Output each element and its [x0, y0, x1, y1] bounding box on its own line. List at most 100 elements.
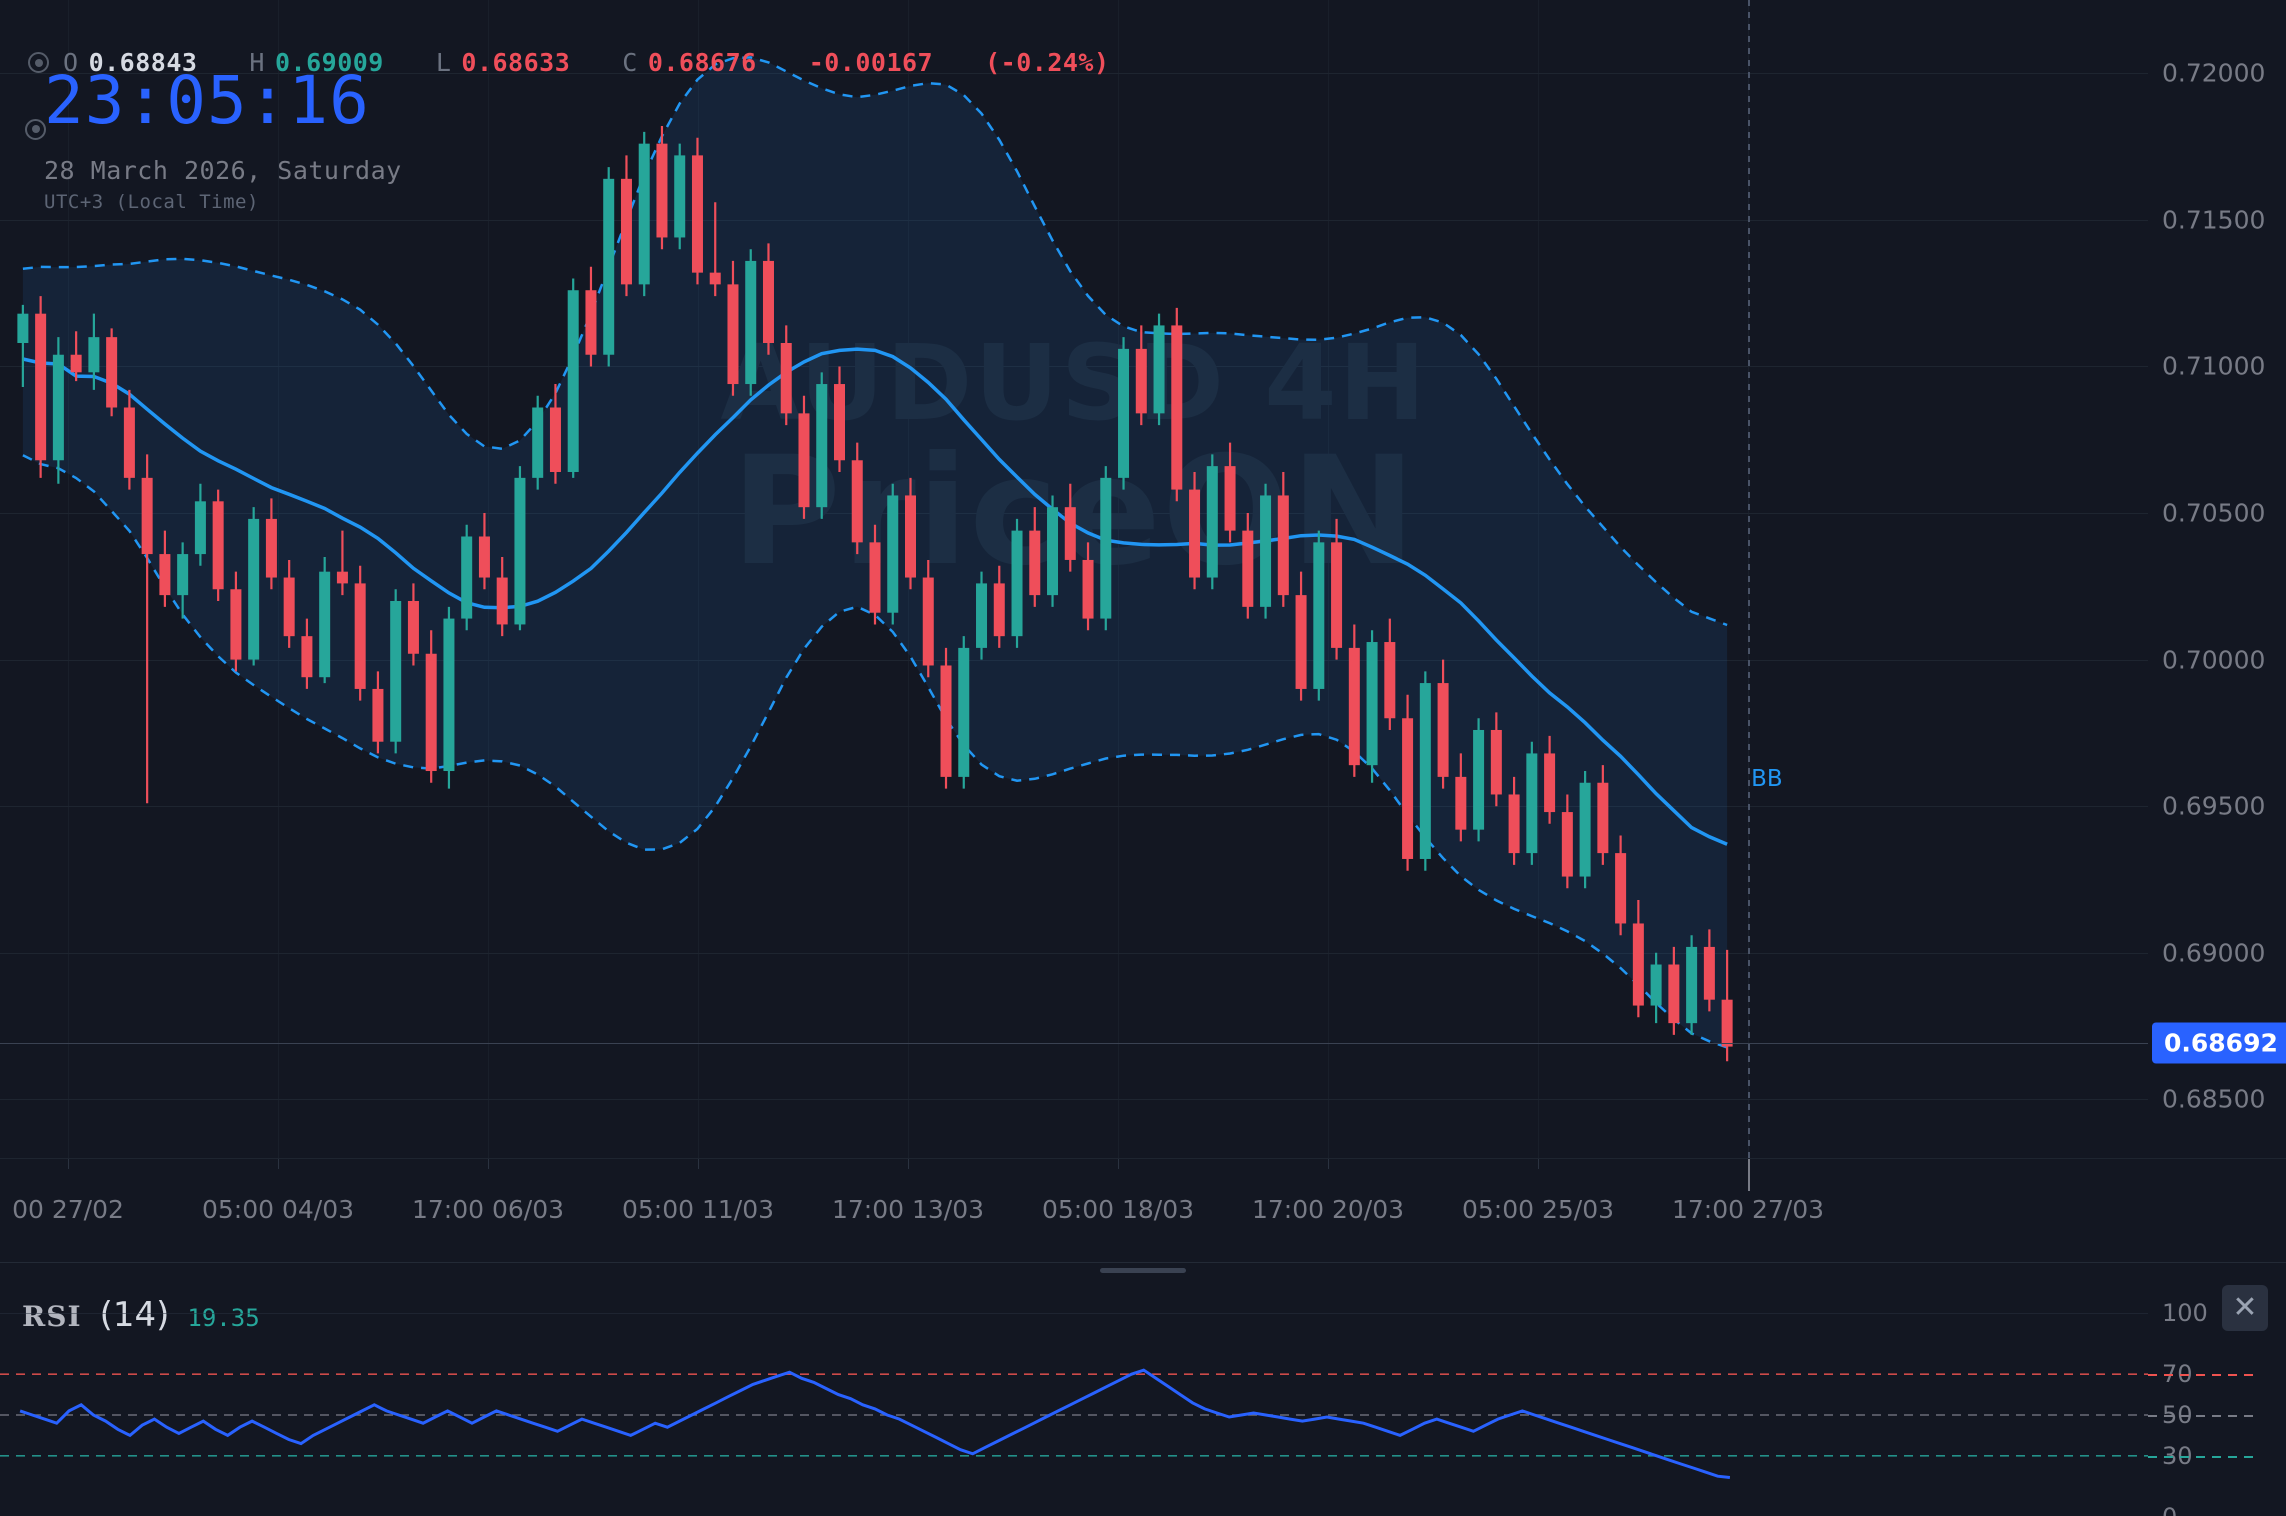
time-tick	[1118, 1159, 1119, 1169]
legend-open-value: 0.68843	[88, 48, 198, 77]
candle-body	[1295, 595, 1307, 689]
candle-body	[1597, 782, 1609, 854]
legend-open: O 0.68843	[63, 48, 197, 77]
rsi-level-marker	[2148, 1374, 2258, 1377]
gridline	[0, 220, 2148, 221]
candle-body	[407, 600, 419, 654]
legend-change-pct: (-0.24%)	[985, 48, 1110, 77]
candle-body	[780, 343, 792, 414]
candle-body	[1153, 325, 1165, 414]
candle-body	[372, 688, 384, 742]
rsi-period: (14)	[99, 1295, 170, 1335]
candle-body	[461, 536, 473, 619]
candle-body	[1082, 559, 1094, 619]
vertical-gridline	[278, 0, 279, 1158]
candle-body	[567, 290, 579, 472]
rsi-pane[interactable]: RSI (14) 19.35 ✕ 1007050300	[0, 1262, 2286, 1516]
candle-body	[1047, 507, 1059, 596]
candle-body	[106, 337, 118, 408]
candle-body	[248, 518, 260, 660]
candle-body	[265, 518, 277, 578]
clock-time: 23:05:16	[44, 62, 370, 139]
candlestick-chart	[17, 56, 1733, 1062]
rsi-axis-label: 100	[2162, 1299, 2208, 1327]
candle-body	[1579, 782, 1591, 877]
time-tick	[908, 1159, 909, 1169]
candle-body	[940, 665, 952, 777]
rsi-line-chart	[0, 1313, 2148, 1479]
candle-body	[1366, 642, 1378, 766]
candle-body	[1561, 812, 1573, 877]
candle-body	[620, 178, 632, 285]
legend-open-key: O	[63, 48, 79, 77]
time-axis-label: 05:00 25/03	[1461, 1195, 1615, 1224]
pane-resize-handle[interactable]	[1100, 1268, 1186, 1273]
candle-body	[585, 290, 597, 355]
last-price-line	[0, 1043, 2148, 1044]
rsi-level-marker	[2148, 1455, 2258, 1458]
vertical-gridline	[1118, 0, 1119, 1158]
candle-body	[1473, 729, 1485, 830]
candle-body	[762, 260, 774, 344]
clock-date: 28 March 2026, Saturday	[44, 156, 402, 185]
candle-body	[1135, 348, 1147, 414]
bb-indicator-label: BB	[1751, 766, 1783, 793]
candle-body	[709, 272, 721, 285]
candle-body	[674, 155, 686, 238]
time-axis-label: 17:00 06/03	[411, 1195, 565, 1224]
eye-icon-secondary[interactable]	[25, 118, 46, 140]
candle-body	[1721, 999, 1733, 1047]
candle-body	[1455, 776, 1467, 830]
candle-body	[745, 260, 757, 385]
legend-high: H 0.69009	[249, 48, 383, 77]
candle-body	[443, 618, 455, 772]
legend-low: L 0.68633	[436, 48, 570, 77]
candle-body	[1632, 923, 1644, 1006]
candle-body	[1668, 964, 1680, 1024]
candle-body	[833, 384, 845, 461]
candle-body	[17, 313, 29, 344]
close-icon[interactable]: ✕	[2222, 1285, 2268, 1331]
legend-change-abs: -0.00167	[808, 48, 934, 77]
vertical-gridline	[1328, 0, 1329, 1158]
candle-body	[1686, 946, 1698, 1024]
candle-body	[1615, 853, 1627, 924]
candle-body	[123, 407, 135, 478]
candle-body	[478, 536, 490, 578]
time-axis-label: 05:00 18/03	[1041, 1195, 1195, 1224]
time-tick	[698, 1159, 699, 1169]
moving-average-line	[22, 347, 1728, 846]
price-axis[interactable]: 0.72000 0.71500 0.71000 0.70500 0.70000 0.695…	[2148, 0, 2286, 1158]
time-axis[interactable]: 00 27/02 05:00 04/03 17:00 06/03 05:00 11/0…	[0, 1158, 2286, 1262]
candle-body	[1313, 542, 1325, 689]
eye-icon[interactable]	[28, 52, 49, 73]
candle-body	[319, 571, 331, 678]
candle-body	[177, 554, 189, 596]
candle-body	[638, 143, 650, 285]
vertical-gridline	[698, 0, 699, 1158]
price-axis-label: 0.71500	[2162, 205, 2266, 235]
candle-body	[958, 647, 970, 777]
price-axis-label: 0.69500	[2162, 791, 2266, 821]
gridline	[0, 806, 2148, 807]
candle-body	[816, 384, 828, 508]
candle-body	[1118, 348, 1130, 478]
gridline	[0, 73, 2148, 74]
legend-close-value: 0.68676	[647, 48, 757, 77]
price-axis-label: 0.71000	[2162, 351, 2266, 381]
candle-body	[1189, 489, 1201, 578]
candle-body	[905, 495, 917, 578]
clock-block: 23:05:16 28 March 2026, Saturday UTC+3 (…	[44, 62, 402, 214]
price-pane[interactable]: AUDUSD 4H PriceON BB O 0.68843 H 0.69009…	[0, 0, 2286, 1262]
candle-body	[141, 477, 153, 555]
price-axis-label: 0.70500	[2162, 498, 2266, 528]
rsi-legend[interactable]: RSI (14) 19.35	[22, 1295, 260, 1335]
candle-body	[1277, 495, 1289, 596]
rsi-axis-label: 0	[2162, 1503, 2177, 1516]
rsi-axis: 1007050300	[2148, 1299, 2286, 1516]
candle-body	[1331, 542, 1343, 648]
candle-body	[1508, 794, 1520, 854]
candle-body	[1419, 683, 1431, 859]
candle-body	[88, 337, 100, 373]
